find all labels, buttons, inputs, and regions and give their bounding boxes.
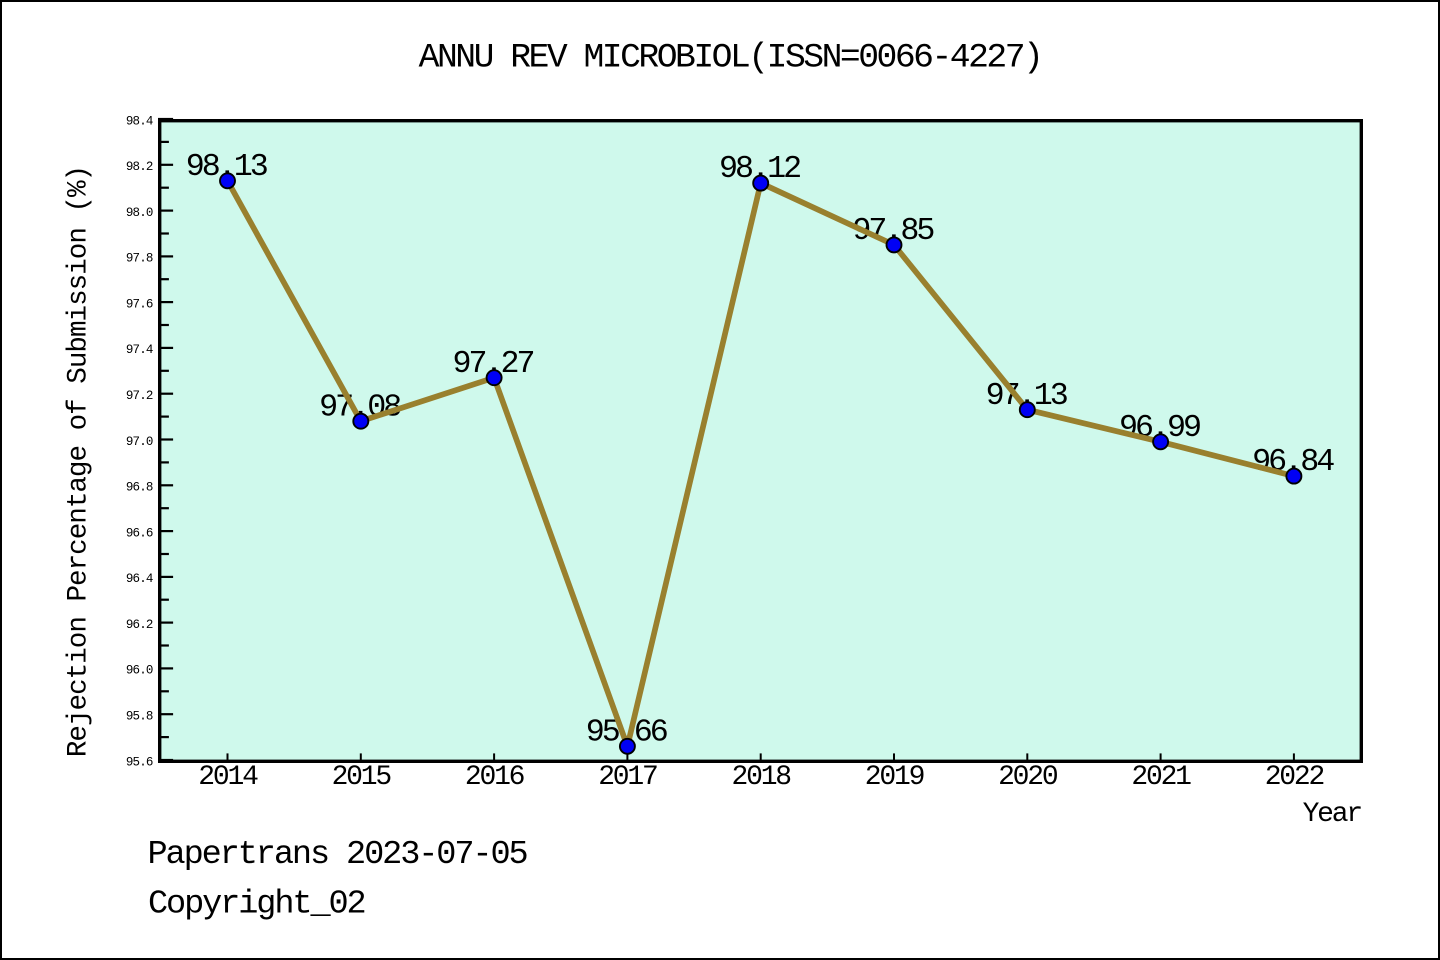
svg-text:95.6: 95.6 [126, 755, 153, 769]
svg-text:97.0: 97.0 [126, 435, 153, 449]
svg-text:96.4: 96.4 [126, 572, 153, 586]
svg-text:97.8: 97.8 [126, 252, 153, 266]
svg-text:96.0: 96.0 [126, 664, 153, 678]
svg-text:97.2: 97.2 [126, 389, 153, 403]
svg-text:2014: 2014 [198, 762, 258, 793]
svg-text:97.6: 97.6 [126, 297, 153, 311]
svg-text:97.4: 97.4 [126, 343, 153, 357]
svg-text:2018: 2018 [731, 762, 790, 793]
svg-text:2019: 2019 [865, 762, 924, 793]
svg-text:Copyright_02: Copyright_02 [148, 886, 365, 924]
svg-text:96.6: 96.6 [126, 526, 153, 540]
svg-text:2016: 2016 [465, 762, 524, 793]
svg-text:95.8: 95.8 [126, 710, 153, 724]
svg-text:2021: 2021 [1131, 762, 1191, 793]
svg-text:2015: 2015 [332, 762, 392, 793]
svg-text:98.0: 98.0 [126, 206, 153, 220]
svg-text:2022: 2022 [1265, 762, 1324, 793]
svg-text:96.8: 96.8 [126, 481, 153, 495]
svg-text:98.4: 98.4 [126, 114, 153, 128]
svg-text:96.2: 96.2 [126, 618, 153, 632]
svg-text:Rejection Percentage of Submis: Rejection Percentage of Submission (%) [64, 166, 95, 757]
svg-text:Year: Year [1303, 799, 1362, 830]
svg-text:98.2: 98.2 [126, 160, 153, 174]
svg-text:ANNU REV MICROBIOL(ISSN=0066-4: ANNU REV MICROBIOL(ISSN=0066-4227) [419, 39, 1042, 78]
svg-text:Papertrans 2023-07-05: Papertrans 2023-07-05 [148, 836, 528, 874]
svg-text:2017: 2017 [598, 762, 657, 793]
svg-text:2020: 2020 [998, 762, 1058, 793]
